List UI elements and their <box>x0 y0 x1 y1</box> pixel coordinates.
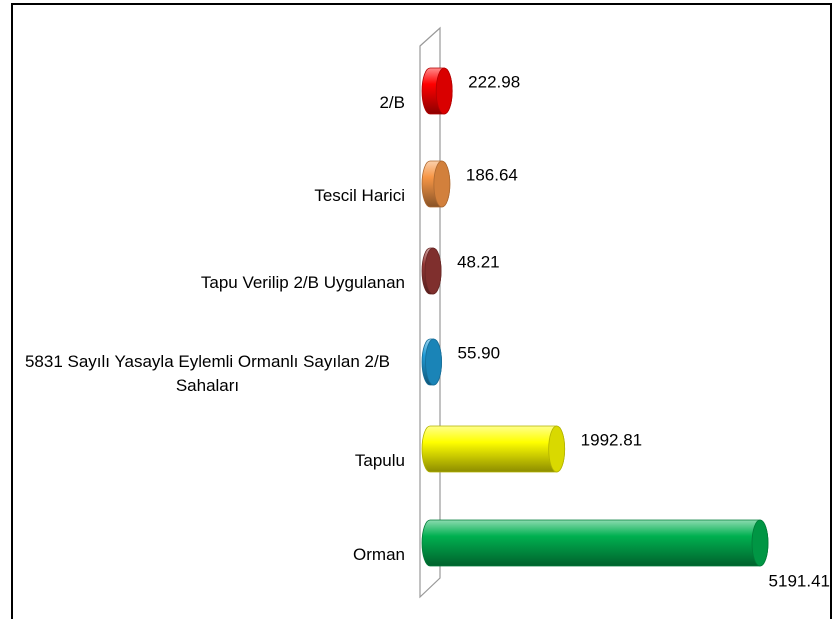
bar-cap <box>751 519 769 567</box>
category-text: Tapulu <box>354 451 405 470</box>
bar-cap <box>433 160 451 208</box>
value-label: 1992.81 <box>581 430 642 449</box>
frame <box>11 3 832 619</box>
category-text: Tescil Harici <box>314 186 405 205</box>
bar-cap <box>424 247 442 295</box>
value-label: 55.90 <box>458 343 501 362</box>
bar-cap <box>435 67 453 115</box>
category-label: 5831 Sayılı Yasayla Eylemli Ormanlı Sayı… <box>5 350 405 398</box>
value-label: 48.21 <box>457 252 500 271</box>
bar <box>421 425 566 473</box>
bar-cap <box>548 425 566 473</box>
value-label: 186.64 <box>466 165 518 184</box>
category-label: Tescil Harici <box>5 184 405 208</box>
value-label: 222.98 <box>468 72 520 91</box>
value-label: 5191.41 <box>769 571 830 590</box>
category-text: Tapu Verilip 2/B Uygulanan <box>200 273 405 292</box>
category-label: 2/B <box>5 91 405 115</box>
category-label: Tapulu <box>5 449 405 473</box>
back-wall <box>419 26 441 599</box>
category-label: Tapu Verilip 2/B Uygulanan <box>5 271 405 295</box>
bar-cap <box>425 338 442 386</box>
bar <box>421 519 769 567</box>
category-text: Orman <box>353 545 405 564</box>
category-text: 2/B <box>379 93 405 112</box>
category-label: Orman <box>5 543 405 567</box>
category-text: 5831 Sayılı Yasayla Eylemli Ormanlı Sayı… <box>24 352 391 395</box>
